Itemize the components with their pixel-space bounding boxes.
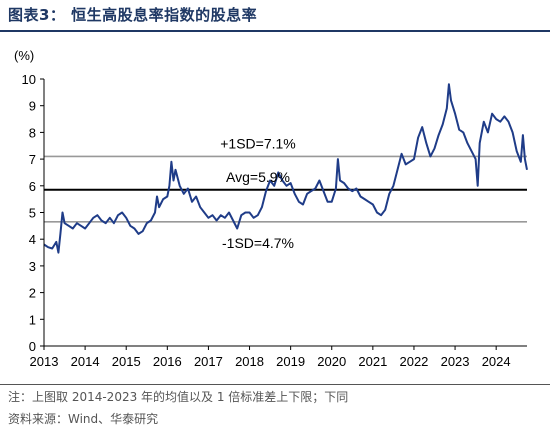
y-tick-label: 9: [29, 99, 36, 114]
x-tick-label: 2013: [30, 354, 59, 369]
series-line-0: [43, 83, 528, 254]
x-tick-label: 2024: [482, 354, 511, 369]
ref-line-label-1: Avg=5.9%: [226, 169, 290, 185]
ref-line-label-2: -1SD=4.7%: [222, 235, 294, 251]
y-tick-label: 0: [29, 339, 36, 354]
x-tick-label: 2015: [112, 354, 141, 369]
y-tick-label: 8: [29, 125, 36, 140]
x-tick-label: 2022: [399, 354, 428, 369]
title-divider: [0, 30, 550, 32]
y-tick-label: 1: [29, 312, 36, 327]
y-tick-label: 6: [29, 179, 36, 194]
y-tick-label: 4: [29, 232, 36, 247]
x-tick-label: 2021: [358, 354, 387, 369]
y-tick-label: 3: [29, 259, 36, 274]
y-axis-unit-label: (%): [14, 48, 34, 63]
y-tick-label: 7: [29, 152, 36, 167]
y-tick-label: 2: [29, 286, 36, 301]
chart-note: 注：上图取 2014-2023 年的均值以及 1 倍标准差上下限；下同: [8, 390, 349, 404]
chart-title: 图表3： 恒生高股息率指数的股息率: [8, 6, 258, 24]
chart-source: 资料来源：Wind、华泰研究: [8, 412, 159, 426]
x-tick-label: 2017: [194, 354, 223, 369]
ref-line-label-0: +1SD=7.1%: [220, 135, 296, 151]
x-tick-label: 2014: [71, 354, 100, 369]
x-tick-label: 2023: [441, 354, 470, 369]
footer-divider: [0, 384, 550, 385]
x-tick-label: 2019: [276, 354, 305, 369]
x-tick-label: 2020: [317, 354, 346, 369]
y-tick-label: 5: [29, 206, 36, 221]
x-tick-label: 2018: [235, 354, 264, 369]
y-tick-label: 10: [22, 72, 36, 87]
x-tick-label: 2016: [153, 354, 182, 369]
